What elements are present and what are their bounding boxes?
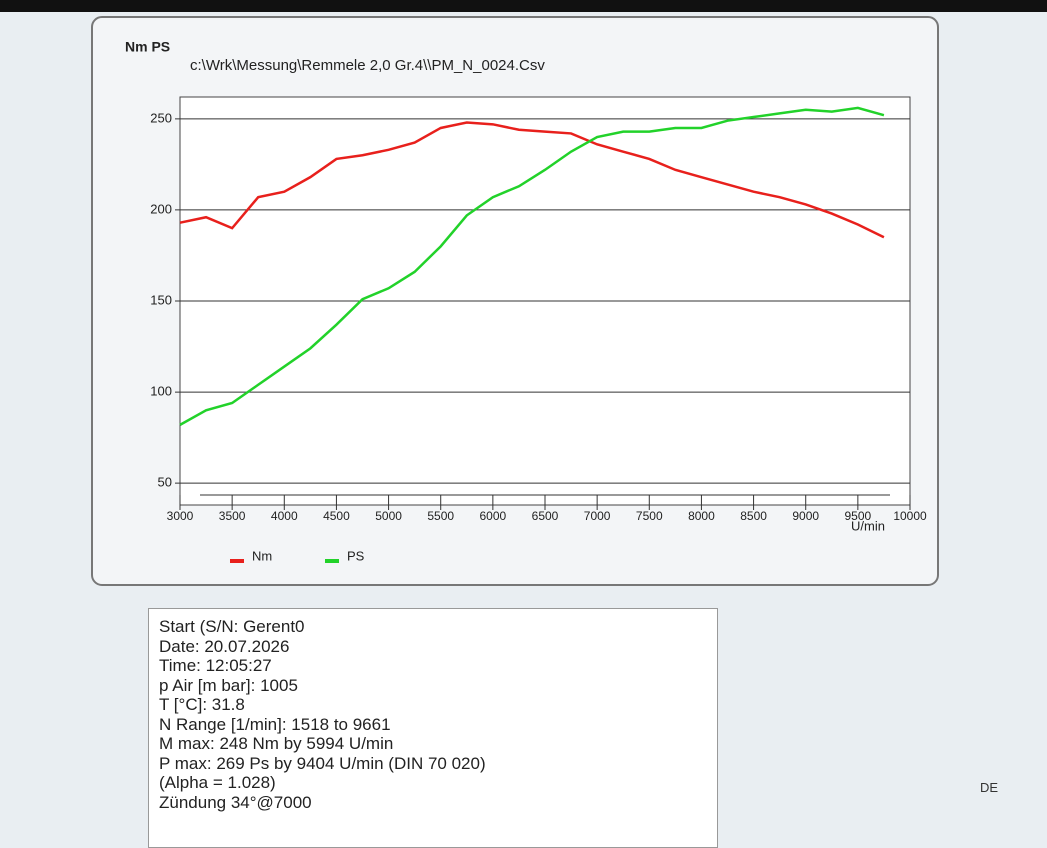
chart-title: c:\Wrk\Messung\Remmele 2,0 Gr.4\\PM_N_00… xyxy=(190,57,545,74)
x-tick-label: 3000 xyxy=(167,509,194,523)
x-tick-label: 3500 xyxy=(219,509,246,523)
x-tick-label: 9500 xyxy=(845,509,872,523)
info-line: p Air [m bar]: 1005 xyxy=(159,675,298,695)
series-line xyxy=(179,121,885,239)
info-line: Zündung 34°@7000 xyxy=(159,792,312,812)
y-tick-label: 50 xyxy=(158,475,172,490)
x-tick-label: 5000 xyxy=(375,509,402,523)
legend-swatch xyxy=(325,559,339,563)
x-tick-label: 4500 xyxy=(323,509,350,523)
x-tick-label: 5500 xyxy=(427,509,454,523)
y-tick-label: 150 xyxy=(150,292,172,307)
x-tick-label: 10000 xyxy=(893,509,927,523)
info-line: N Range [1/min]: 1518 to 9661 xyxy=(159,714,391,734)
x-tick-label: 8500 xyxy=(740,509,767,523)
legend-label: Nm xyxy=(252,548,272,563)
y-tick-label: 250 xyxy=(150,110,172,125)
y-tick-label: 100 xyxy=(150,384,172,399)
info-line: Start (S/N: Gerent0 xyxy=(159,617,305,636)
y-tick-label: 200 xyxy=(150,201,172,216)
x-tick-label: 4000 xyxy=(271,509,298,523)
info-panel: Start (S/N: Gerent0 Date: 20.07.2026 Time:… xyxy=(148,608,718,848)
x-tick-label: 8000 xyxy=(688,509,715,523)
legend-swatch xyxy=(230,559,244,563)
legend-label: PS xyxy=(347,548,365,563)
x-tick-label: 7500 xyxy=(636,509,663,523)
y-axis-label: Nm PS xyxy=(125,39,170,55)
info-line: T [°C]: 31.8 xyxy=(159,695,245,714)
info-line: M max: 248 Nm by 5994 U/min xyxy=(159,734,394,753)
x-tick-label: 7000 xyxy=(584,509,611,523)
top-bezel xyxy=(0,0,1047,12)
series-line xyxy=(179,106,885,426)
info-line: Date: 20.07.2026 xyxy=(159,636,290,656)
info-line: P max: 269 Ps by 9404 U/min (DIN 70 020) xyxy=(159,753,486,773)
x-tick-label: 6500 xyxy=(532,509,559,523)
language-indicator[interactable]: DE xyxy=(980,780,999,795)
chart: Nm PS c:\Wrk\Messung\Remmele 2,0 Gr.4\\P… xyxy=(0,0,1047,586)
x-tick-label: 6000 xyxy=(480,509,507,523)
info-line: Time: 12:05:27 xyxy=(159,656,272,675)
x-tick-label: 9000 xyxy=(792,509,819,523)
x-axis-label: U/min xyxy=(851,518,885,533)
info-line: (Alpha = 1.028) xyxy=(159,773,276,792)
